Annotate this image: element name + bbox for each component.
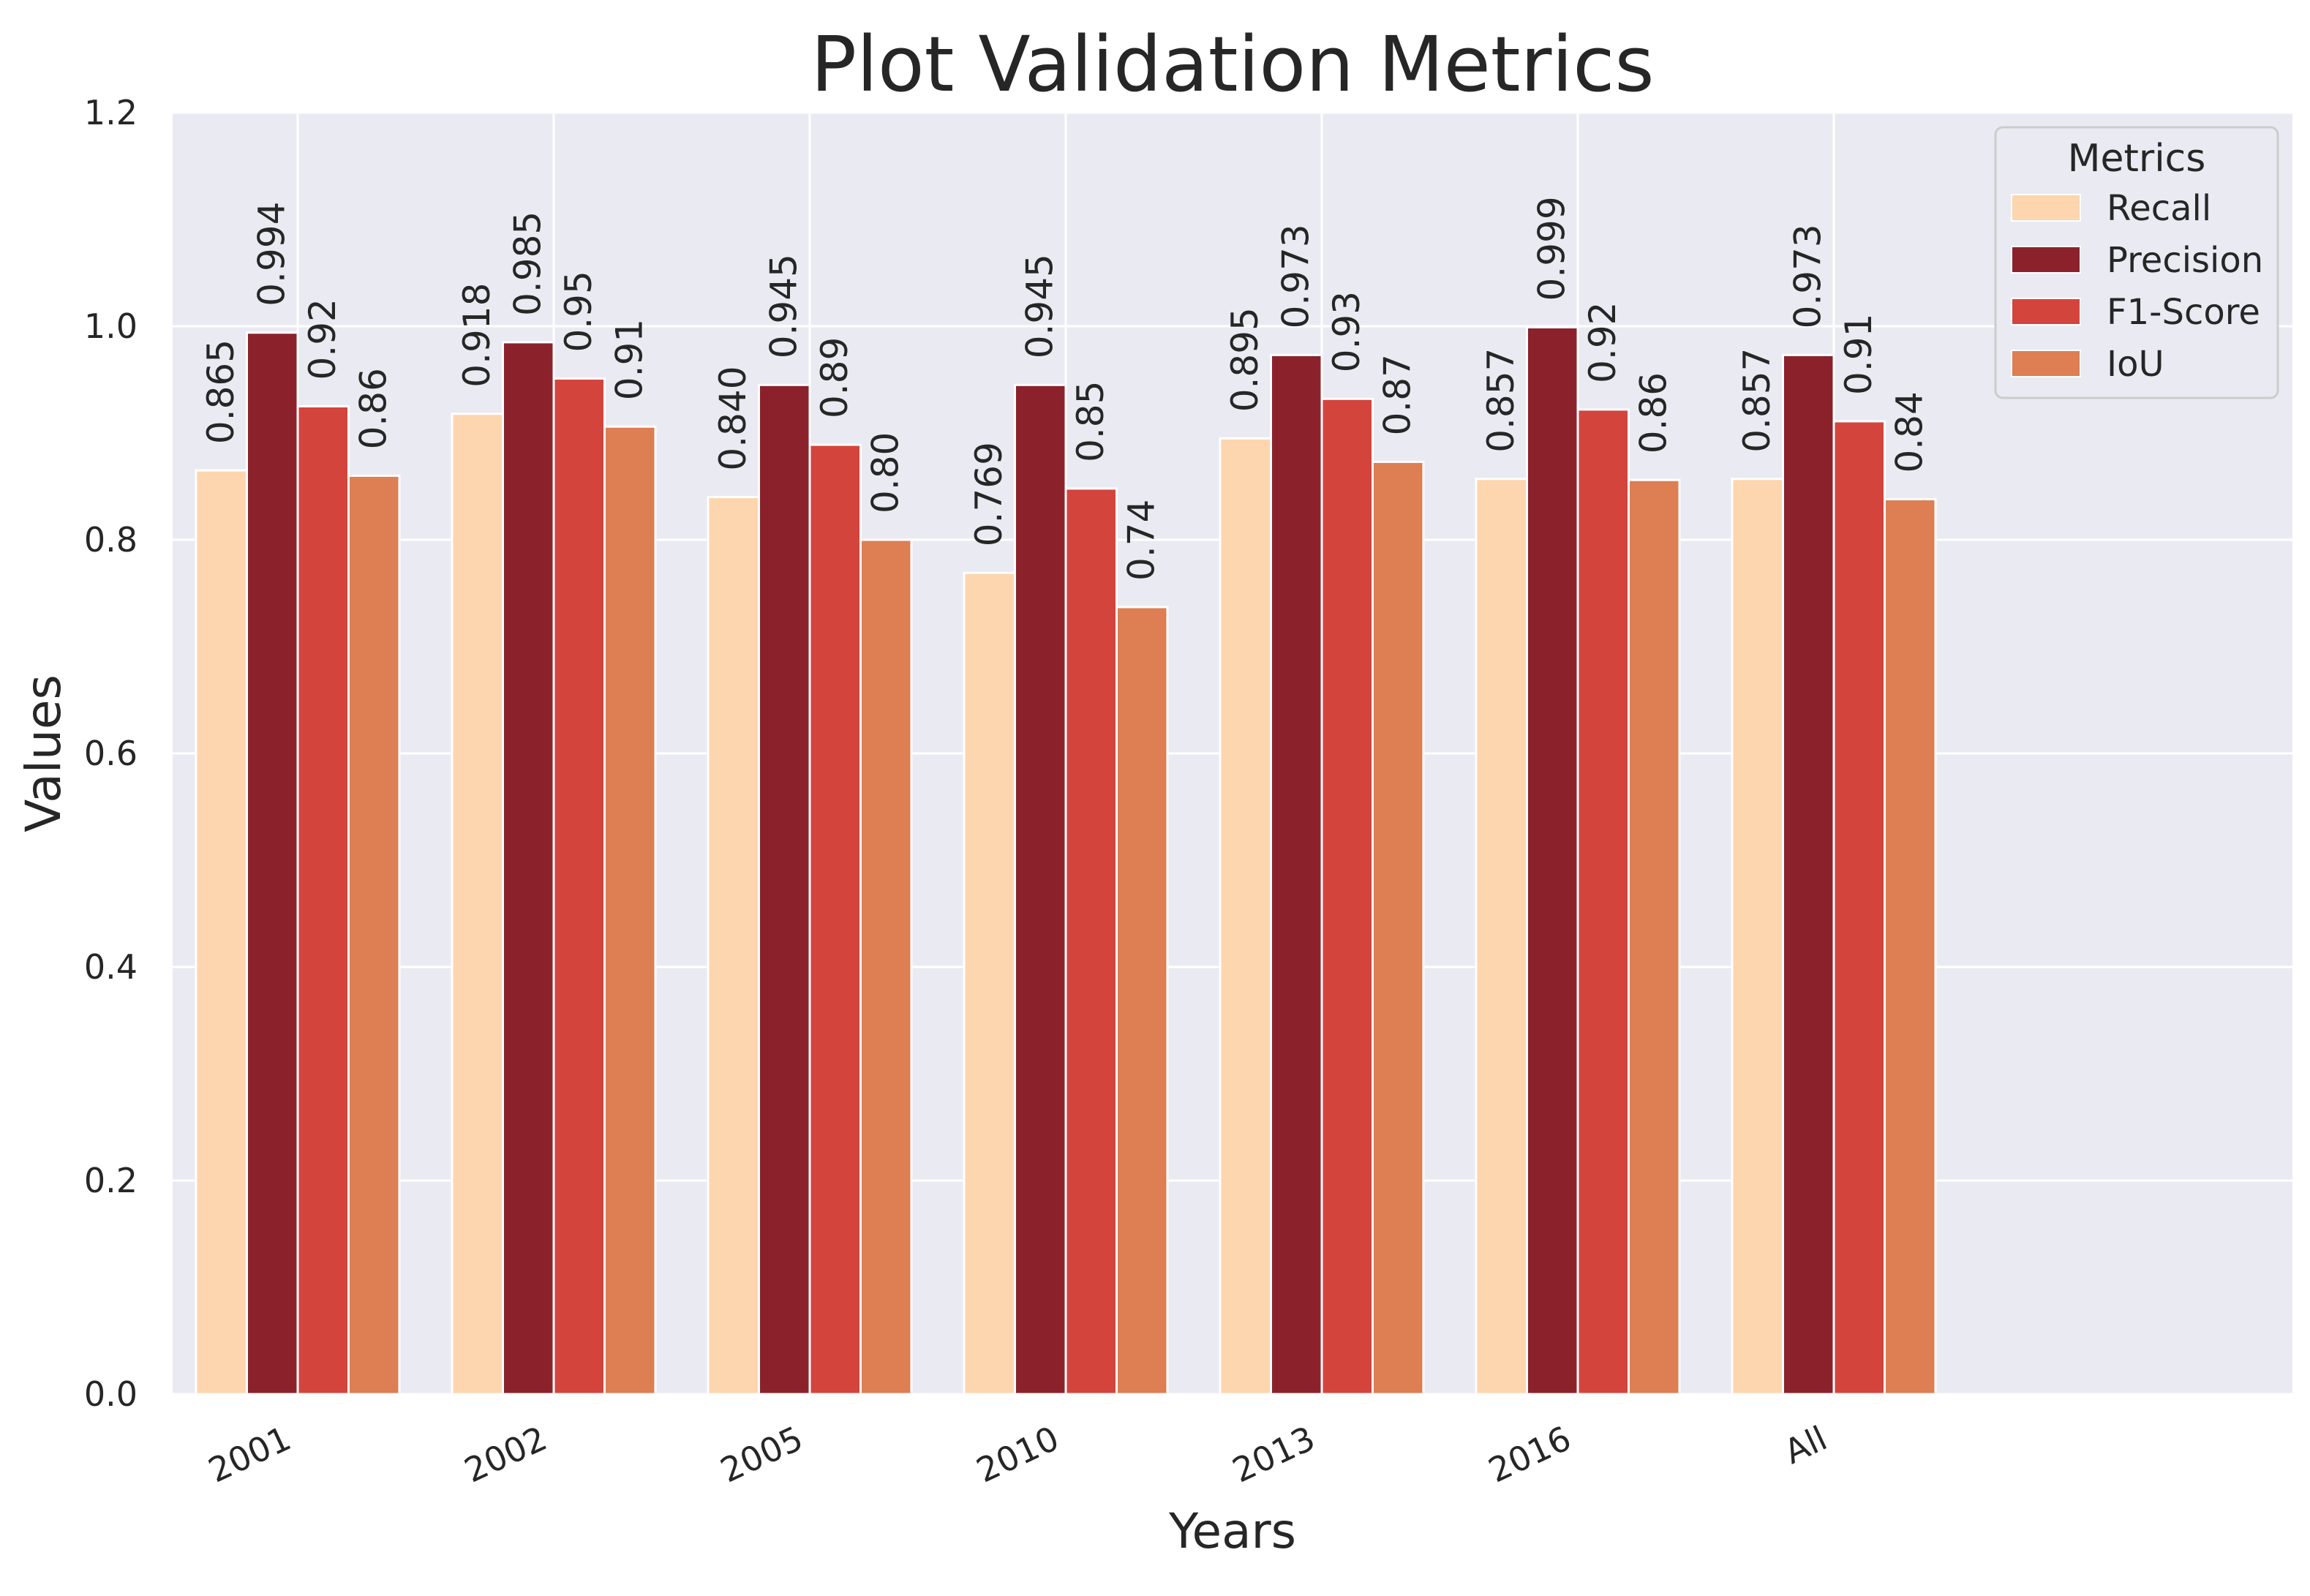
bar-recall-all: [1731, 478, 1784, 1396]
bar-precision-all: [1782, 353, 1835, 1396]
y-tick-label: 0.2: [84, 1161, 138, 1200]
x-axis-label: Years: [1168, 1503, 1296, 1559]
bar-value-label: 0.973: [1786, 224, 1829, 328]
bar-value-label: 0.95: [557, 271, 600, 352]
bar-value-label: 0.91: [608, 319, 650, 400]
bar-value-label: 0.84: [1888, 391, 1930, 473]
bar-value-label: 0.945: [1018, 254, 1061, 358]
bar-value-label: 0.92: [301, 298, 344, 380]
y-tick-label: 1.2: [84, 93, 138, 132]
legend-title: Metrics: [2068, 137, 2206, 181]
y-tick-labels: 0.0 0.2 0.4 0.6 0.8 1.0 1.2: [84, 93, 138, 1414]
bar-f1-score-2002: [552, 377, 606, 1396]
bar-iou-2001: [347, 474, 401, 1396]
y-axis-label: Values: [15, 674, 72, 832]
bar-value-label: 0.985: [506, 211, 549, 316]
x-tick-labels: 2001 2002 2005 2010 2013 2016 All: [203, 1418, 1833, 1490]
bar-value-label: 0.86: [352, 368, 394, 449]
bar-value-label: 0.973: [1274, 224, 1317, 328]
legend-label: IoU: [2107, 344, 2164, 385]
bar-iou-2005: [859, 538, 913, 1396]
bar-value-label: 0.91: [1837, 314, 1880, 395]
x-tick-label: 2013: [1227, 1418, 1321, 1490]
bar-precision-2016: [1526, 325, 1579, 1396]
bar-iou-2013: [1372, 460, 1425, 1396]
legend-swatch: [2011, 194, 2081, 222]
bar-precision-2001: [246, 331, 299, 1396]
x-tick-label: 2010: [971, 1418, 1065, 1490]
legend-swatch: [2011, 246, 2081, 274]
y-tick-label: 0.6: [84, 734, 138, 773]
bar-precision-2002: [502, 341, 555, 1396]
bar-recall-2016: [1475, 478, 1528, 1396]
bar-value-label: 0.918: [456, 283, 498, 388]
bar-f1-score-2005: [808, 443, 862, 1396]
bar-f1-score-2016: [1576, 408, 1630, 1396]
bar-f1-score-2010: [1064, 487, 1118, 1396]
bar-recall-2013: [1219, 437, 1272, 1396]
bar-value-label: 0.85: [1069, 381, 1112, 462]
x-tick-label: 2002: [459, 1418, 553, 1490]
y-tick-label: 1.0: [84, 306, 138, 346]
bar-precision-2010: [1014, 383, 1067, 1396]
x-tick-label: 2001: [203, 1418, 297, 1490]
bar-precision-2013: [1270, 353, 1323, 1396]
bar-iou-all: [1884, 498, 1937, 1396]
bar-value-label: 0.769: [968, 442, 1010, 546]
legend-label: Recall: [2107, 188, 2211, 229]
y-tick-label: 0.0: [84, 1374, 138, 1414]
bar-f1-score-all: [1832, 420, 1886, 1396]
bar-recall-2005: [707, 496, 760, 1396]
bar-value-label: 0.865: [200, 339, 242, 444]
bar-iou-2002: [603, 425, 657, 1396]
bar-value-label: 0.87: [1376, 354, 1418, 435]
y-tick-label: 0.4: [84, 947, 138, 987]
bar-labels-group: 0.865 0.918 0.840 0.769 0.895 0.857 0.857 0.994…: [200, 196, 1931, 581]
bar-value-label: 0.999: [1530, 196, 1573, 301]
bar-value-label: 0.994: [250, 202, 293, 306]
bars-group: [195, 325, 1937, 1396]
bar-value-label: 0.80: [864, 432, 906, 513]
bar-recall-2010: [963, 571, 1016, 1396]
legend-label: Precision: [2107, 240, 2263, 281]
x-tick-label: 2016: [1483, 1418, 1577, 1490]
y-tick-label: 0.8: [84, 520, 138, 560]
bar-value-label: 0.89: [813, 337, 856, 418]
bar-precision-2005: [758, 383, 811, 1396]
bar-value-label: 0.895: [1224, 307, 1266, 412]
chart-title: Plot Validation Metrics: [810, 20, 1654, 109]
bar-value-label: 0.74: [1120, 500, 1162, 581]
bar-value-label: 0.840: [712, 366, 754, 470]
bar-f1-score-2001: [296, 405, 350, 1396]
bar-value-label: 0.86: [1632, 372, 1674, 453]
bar-iou-2010: [1116, 606, 1169, 1396]
bar-value-label: 0.945: [762, 254, 805, 358]
bar-iou-2016: [1628, 478, 1681, 1396]
legend: Metrics Recall Precision F1-Score IoU: [1994, 126, 2279, 399]
bar-value-label: 0.92: [1581, 302, 1624, 383]
bar-value-label: 0.857: [1736, 348, 1778, 453]
bar-value-label: 0.93: [1325, 291, 1368, 372]
x-tick-label: All: [1778, 1418, 1833, 1472]
bar-f1-score-2013: [1320, 397, 1374, 1396]
bar-recall-2001: [195, 469, 248, 1396]
x-tick-label: 2005: [715, 1418, 809, 1490]
legend-swatch: [2011, 350, 2081, 377]
bar-value-label: 0.857: [1480, 348, 1522, 453]
bar-recall-2002: [451, 413, 504, 1396]
legend-label: F1-Score: [2107, 292, 2260, 333]
legend-swatch: [2011, 298, 2081, 325]
